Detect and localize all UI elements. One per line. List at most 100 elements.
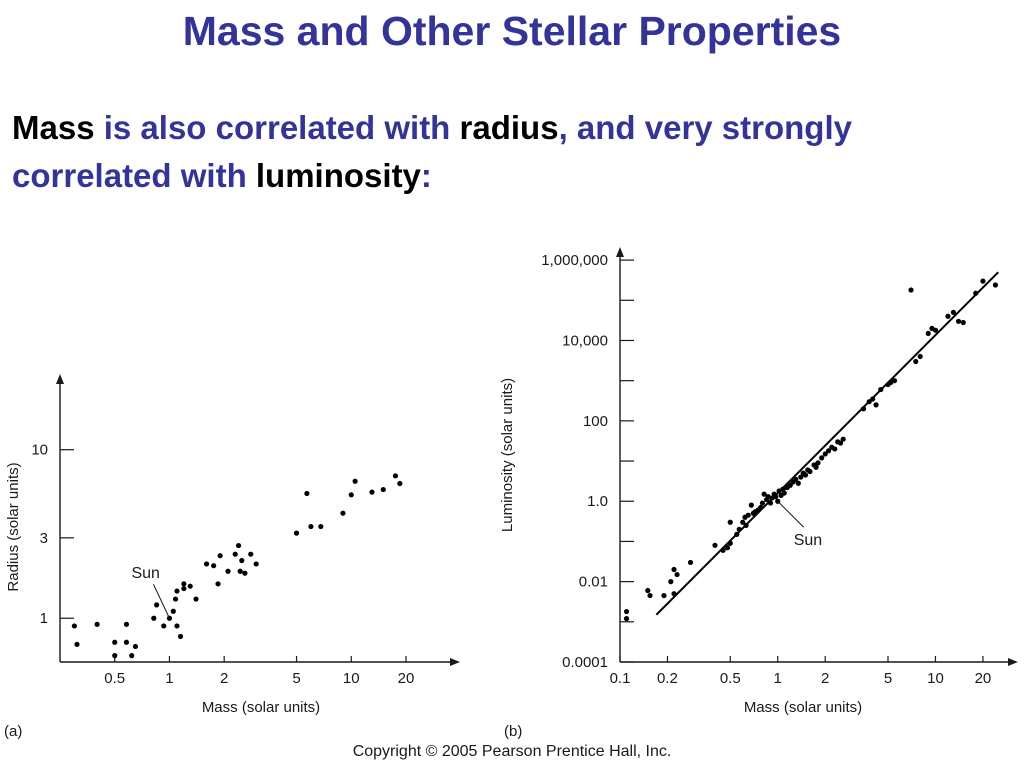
data-point: [932, 327, 939, 333]
data-point: [74, 641, 80, 647]
data-point: [759, 500, 766, 506]
intro-keyword: luminosity: [255, 157, 421, 194]
data-point: [225, 568, 231, 574]
data-point: [832, 446, 838, 452]
data-point: [917, 353, 923, 360]
sun-pointer-line: [777, 500, 805, 528]
y-axis-arrowhead: [616, 247, 624, 257]
data-point: [211, 563, 217, 569]
y-tick-label: 0.0001: [562, 654, 608, 671]
data-point: [123, 621, 130, 627]
data-point: [348, 492, 354, 498]
x-tick-label: 5: [884, 670, 892, 687]
sun-label: Sun: [131, 565, 159, 582]
data-point: [736, 526, 742, 532]
data-point: [815, 460, 821, 466]
data-point: [748, 502, 754, 508]
data-point: [193, 596, 199, 602]
data-point: [813, 464, 819, 470]
y-tick-label: 1: [40, 610, 48, 627]
data-point: [132, 643, 139, 650]
data-point: [369, 489, 375, 495]
data-point: [380, 486, 386, 493]
data-point: [945, 313, 951, 319]
data-point: [187, 583, 193, 589]
data-point: [745, 512, 751, 518]
data-point: [802, 472, 809, 478]
data-point: [773, 494, 779, 500]
data-point: [743, 522, 749, 529]
data-point: [170, 608, 176, 614]
data-point: [908, 287, 914, 293]
data-point: [174, 623, 180, 629]
data-point: [661, 592, 667, 599]
data-point: [712, 542, 718, 548]
data-point: [304, 490, 310, 497]
intro-keyword: radius: [459, 109, 559, 146]
data-point: [913, 358, 919, 365]
radius-mass-chart: 0.5 1 2 5 10 20 1 3 10 Mass (solar units) Radius (…: [4, 374, 460, 740]
data-point: [242, 570, 248, 576]
data-point: [177, 633, 184, 640]
data-point: [235, 542, 242, 549]
x-tick-label: 10: [343, 670, 360, 687]
data-point: [232, 551, 238, 557]
data-point: [950, 309, 957, 315]
data-point: [992, 282, 999, 288]
data-point: [647, 592, 653, 599]
trend-line: [655, 271, 999, 616]
y-tick-label: 1.0: [587, 493, 608, 510]
copyright-notice: Copyright © 2005 Pearson Prentice Hall, …: [352, 743, 672, 760]
data-point: [308, 523, 314, 530]
data-point: [740, 519, 746, 525]
data-point: [767, 500, 774, 506]
data-point: [112, 653, 118, 659]
luminosity-mass-chart: 0.1 0.2 0.5 1 2 5 10 20 0.0001 0.01 1.0 100 10,000 1,…: [499, 247, 1018, 740]
data-point: [866, 399, 872, 405]
slide-title: Mass and Other Stellar Properties: [182, 8, 842, 54]
data-point: [840, 436, 846, 442]
data-point: [822, 451, 828, 457]
data-point: [727, 519, 733, 525]
x-axis-label: Mass (solar units): [202, 699, 320, 716]
data-point: [71, 623, 77, 629]
data-point: [674, 571, 680, 578]
data-point: [181, 585, 187, 592]
y-tick-label: 1,000,000: [541, 252, 608, 269]
data-point: [181, 581, 187, 587]
data-point: [687, 559, 694, 566]
data-point: [217, 553, 223, 559]
data-point: [340, 510, 346, 516]
x-tick-label: 0.2: [657, 670, 678, 687]
x-tick-label: 10: [927, 670, 944, 687]
data-point: [623, 608, 630, 615]
x-axis-arrowhead: [1008, 658, 1018, 666]
data-point: [671, 591, 677, 597]
data-point: [94, 621, 100, 627]
x-tick-label: 1: [774, 670, 782, 687]
data-point: [955, 318, 962, 324]
data-point: [795, 480, 801, 486]
data-point: [727, 540, 733, 546]
sun-pointer-line: [153, 584, 170, 619]
y-tick-label: 10: [31, 442, 48, 459]
x-tick-label: 1: [165, 670, 173, 687]
data-point: [123, 639, 130, 645]
y-tick-label: 10,000: [562, 332, 608, 349]
data-point: [397, 480, 403, 487]
data-point: [973, 290, 979, 296]
data-point: [734, 531, 740, 537]
data-point: [724, 545, 731, 551]
x-tick-label: 5: [292, 670, 300, 687]
data-point: [960, 319, 966, 326]
data-point: [798, 474, 804, 480]
panel-label: (a): [4, 723, 22, 740]
y-axis-label: Luminosity (solar units): [499, 378, 516, 532]
data-point: [878, 386, 884, 393]
x-axis-arrowhead: [450, 658, 460, 666]
x-tick-label: 2: [220, 670, 228, 687]
data-point: [645, 587, 651, 594]
data-point: [873, 402, 879, 408]
data-point: [112, 639, 118, 645]
panel-label: (b): [504, 723, 522, 740]
